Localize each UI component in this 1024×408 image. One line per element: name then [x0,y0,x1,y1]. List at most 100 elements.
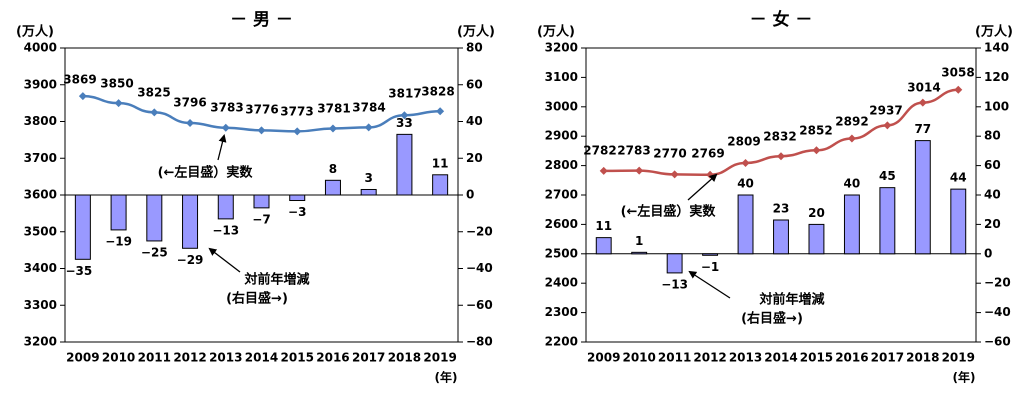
female-line-label-2018: 3014 [907,81,940,95]
female-line-point-2013 [741,158,750,167]
male-line-point-2014 [257,126,266,135]
female-line-label-2012: 2769 [691,147,724,161]
female-bar-2013 [737,194,754,255]
female-line-label-2015: 2852 [799,124,832,138]
female-bar-2016 [843,194,860,255]
female-line-point-2017 [883,121,892,130]
male-bar-2016 [324,179,341,196]
female-x-axis-unit: (年) [953,370,976,385]
female-line-annotation-arrow [687,173,718,201]
male-line-label-2012: 3796 [173,96,206,110]
male-bar-2011 [146,194,163,242]
female-bar-label-2018: 77 [914,122,931,136]
male-x-tick-label-2015: 2015 [281,351,314,365]
female-bar-label-2015: 20 [808,206,825,220]
female-x-tick-label-2010: 2010 [622,351,655,365]
male-line-point-2011 [150,108,159,117]
male-bar-2018 [396,133,413,196]
female-line-point-2016 [847,134,856,143]
female-bar-label-2019: 44 [950,171,967,185]
male-right-tick-label: 60 [466,77,483,91]
female-chart-title: － 女 － [750,9,813,30]
male-left-tick-label: 3700 [24,151,57,165]
female-left-tick-label: 2900 [545,129,578,143]
male-left-tick-label: 3500 [24,224,57,238]
male-bar-annotation-line-2: (右目盛→) [226,291,288,307]
male-line-annotation: (←左目盛）実数 [158,165,254,181]
male-line-label-2010: 3850 [100,77,133,91]
female-left-axis-unit: (万人) [537,24,575,40]
female-right-tick-label: −60 [984,335,1011,349]
female-line-label-2014: 2832 [763,130,796,144]
female-bar-2014 [773,219,789,255]
male-bar-label-2009: −35 [65,264,92,278]
female-bar-label-2014: 23 [773,201,790,215]
male-bar-2010 [110,194,127,231]
male-line-label-2011: 3825 [137,86,170,100]
female-line-point-2011 [670,170,679,179]
male-chart-title: － 男 － [230,10,293,30]
male-line-label-2015: 3773 [280,105,313,119]
female-line-label-2017: 2937 [869,104,902,118]
male-bar-label-2014: −7 [252,212,270,226]
female-line-label-2013: 2809 [727,135,760,149]
female-line-label-2009: 2782 [583,144,616,158]
male-right-tick-label: −80 [466,335,493,349]
female-bar-2009 [595,237,612,255]
female-right-tick-label: 80 [984,129,1001,143]
female-line-point-2018 [918,98,927,107]
female-right-tick-label: −40 [984,305,1011,319]
female-line-label-2011: 2770 [653,147,686,161]
male-bar-label-2016: 8 [329,162,337,176]
male-left-tick-label: 3900 [24,77,57,91]
male-x-tick-label-2009: 2009 [66,351,99,365]
male-right-tick-label: −20 [466,224,493,238]
male-bar-label-2011: −25 [141,245,168,259]
male-left-tick-label: 3400 [24,261,57,275]
female-bar-label-2012: −1 [701,260,719,274]
male-right-axis-unit: (万人) [457,24,495,40]
male-right-tick-label: 80 [466,41,483,55]
male-line-point-2016 [328,124,337,133]
female-left-tick-label: 2500 [545,246,578,260]
male-line-point-2010 [114,99,123,108]
male-bar-2012 [182,194,199,249]
female-right-tick-label: 20 [984,217,1001,231]
female-left-tick-label: 2700 [545,188,578,202]
male-right-tick-label: 20 [466,151,483,165]
male-line-label-2018: 3817 [388,87,421,101]
female-left-tick-label: 3200 [545,41,578,55]
female-right-axis-unit: (万人) [975,24,1013,40]
male-line-point-2019 [436,107,445,116]
female-right-tick-label: 40 [984,188,1001,202]
male-left-axis-unit: (万人) [16,24,54,40]
female-bar-2018 [914,140,931,255]
female-bar-2015 [808,223,825,255]
male-bar-annotation-arrow [208,247,241,273]
male-bar-label-2010: −19 [105,234,132,248]
male-x-tick-label-2019: 2019 [423,351,456,365]
male-bar-label-2012: −29 [177,253,204,267]
male-line-point-2018 [400,111,409,120]
female-line-point-2015 [812,146,821,155]
female-bar-label-2009: 11 [595,219,612,233]
male-x-tick-label-2018: 2018 [388,351,421,365]
male-line-label-2019: 3828 [421,85,454,99]
female-line-point-2010 [635,166,644,175]
female-bar-label-2016: 40 [844,177,861,191]
male-line-label-2013: 3783 [210,101,243,115]
female-x-tick-label-2015: 2015 [800,351,833,365]
female-bar-annotation-line-1: 対前年増減 [758,292,824,308]
male-line-point-2015 [293,127,302,136]
female-left-tick-label: 3000 [545,99,578,113]
female-x-tick-label-2018: 2018 [906,351,939,365]
male-left-tick-label: 3800 [24,114,57,128]
female-right-tick-label: 100 [984,99,1009,113]
female-x-tick-label-2017: 2017 [871,351,904,365]
female-bar-2019 [950,188,967,255]
female-bar-label-2017: 45 [879,169,896,183]
male-left-tick-label: 3300 [24,298,57,312]
male-bar-2009 [74,194,91,260]
male-x-tick-label-2017: 2017 [352,351,385,365]
